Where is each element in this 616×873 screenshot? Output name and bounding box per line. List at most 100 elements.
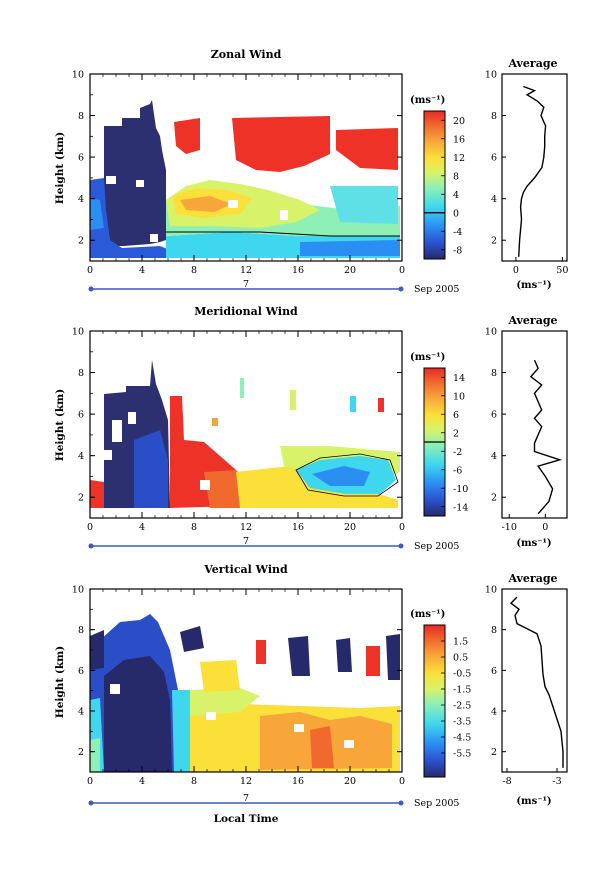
positive-wind-region	[174, 118, 200, 154]
colorbar-tick-label: 1.5	[453, 637, 468, 648]
avg-y-tick-label: 4	[491, 451, 497, 462]
y-axis-label: Height (km)	[54, 132, 66, 204]
average-title: Average	[507, 314, 557, 327]
colorbar-tick-label: 0	[453, 208, 459, 219]
avg-x-tick-label: -8	[502, 776, 511, 787]
colorbar-tick-label: 6	[453, 410, 459, 421]
colorbar-tick-label: 12	[453, 153, 465, 164]
mid-level-band	[180, 196, 232, 212]
colorbar-ticks: 14 10 6 2 -2 -6 -10 -14	[424, 373, 468, 513]
x-tick-label: 4	[139, 776, 145, 787]
colorbar-tick-label: -6	[453, 465, 462, 476]
x-tick-label: 20	[344, 265, 356, 276]
positive-wind-region	[232, 116, 330, 172]
y-ticks: 2 4 6 8 10	[72, 327, 402, 519]
dark-upper-patch	[386, 634, 400, 680]
x-tick-label: 16	[292, 776, 304, 787]
y-ticks: 2 4 6 8 10	[72, 585, 402, 773]
x-ticks: 0 4 8 12 16 20 0	[87, 589, 405, 787]
avg-y-tick-label: 4	[491, 707, 497, 718]
y-tick-label: 8	[78, 111, 84, 122]
y-tick-label: 4	[78, 194, 84, 205]
average-frame	[501, 588, 568, 773]
colorbar-tick-label: -5.5	[453, 749, 471, 760]
colorbar-tick-label: 16	[453, 134, 465, 145]
y-axis-label: Height (km)	[54, 389, 66, 461]
dark-upper-patch	[180, 626, 204, 652]
red-patch	[366, 646, 380, 676]
x-tick-label: 12	[240, 776, 252, 787]
date-label: Sep 2005	[414, 541, 459, 552]
dark-upper-patch	[336, 638, 352, 672]
avg-x-tick-label: 0	[513, 265, 519, 276]
average-xlabel: (ms⁻¹)	[516, 796, 551, 807]
colorbar-tick-label: -0.5	[453, 669, 471, 680]
average-profile: 2 4 6 8 10 -10 0	[485, 327, 563, 533]
avg-y-tick-label: 6	[491, 410, 497, 421]
x-tick-label: 0	[87, 265, 93, 276]
dark-core	[104, 656, 172, 772]
average-title: Average	[507, 572, 557, 585]
blue-region	[90, 178, 170, 258]
x-tick-label: 8	[191, 522, 197, 533]
x-ticks: 0 4 8 12 16 20 0	[87, 74, 405, 276]
avg-y-tick-label: 2	[491, 493, 497, 504]
y-tick-label: 6	[78, 410, 84, 421]
avg-y-tick-label: 2	[491, 747, 497, 758]
day-label: 7	[243, 793, 249, 804]
blue-region	[134, 430, 168, 508]
y-ticks: 2 4 6 8 10	[72, 70, 402, 262]
colorbar-tick-label: -3.5	[453, 717, 471, 728]
colorbar-ticks: 20 16 12 8 4 0 -4 -8	[424, 116, 465, 256]
average-profile: 2 4 6 8 10 -8 -3	[485, 585, 564, 787]
average-frame	[501, 73, 568, 262]
date-marker-end	[398, 800, 404, 806]
average-xlabel: (ms⁻¹)	[516, 280, 551, 291]
colorbar-tick-label: 20	[453, 116, 465, 127]
x-tick-label: 12	[240, 265, 252, 276]
average-profile-line	[518, 85, 547, 257]
dark-patch	[90, 630, 104, 670]
x-ticks: 0 4 8 12 16 20 0	[87, 331, 405, 533]
y-tick-label: 4	[78, 451, 84, 462]
negative-wind-region	[104, 100, 166, 246]
red-left-patch	[90, 480, 104, 508]
y-tick-label: 8	[78, 625, 84, 636]
colorbar-unit: (ms⁻¹)	[410, 609, 445, 620]
avg-y-tick-label: 6	[491, 153, 497, 164]
heatmap-field	[90, 100, 400, 258]
yellow-field	[190, 688, 260, 716]
y-tick-label: 4	[78, 707, 84, 718]
avg-y-tick-label: 4	[491, 194, 497, 205]
day-label: 7	[243, 536, 249, 547]
avg-y-tick-label: 10	[485, 327, 497, 338]
date-marker-start	[88, 543, 94, 549]
cyan-patch	[330, 186, 398, 224]
x-tick-label: 20	[344, 522, 356, 533]
panel-title: Vertical Wind	[203, 563, 288, 576]
date-label: Sep 2005	[414, 284, 459, 295]
colorbar-tick-label: -2	[453, 447, 462, 458]
positive-wind-region	[336, 128, 398, 170]
y-tick-label: 10	[72, 585, 84, 596]
colorbar-tick-label: 2	[453, 428, 459, 439]
cyan-transition	[172, 690, 192, 772]
zero-contour	[166, 231, 400, 237]
x-tick-label: 20	[344, 776, 356, 787]
orange-streaks	[310, 726, 334, 768]
y-tick-label: 2	[78, 747, 84, 758]
colorbar-tick-label: -10	[453, 484, 468, 495]
blue-region	[90, 198, 104, 230]
panel-title: Meridional Wind	[194, 305, 298, 318]
x-tick-label: 12	[240, 522, 252, 533]
heatmap-field	[90, 360, 400, 508]
colorbar-tick-label: -4.5	[453, 733, 471, 744]
colorbar-unit: (ms⁻¹)	[410, 95, 445, 106]
panel-title: Zonal Wind	[211, 48, 282, 61]
avg-x-tick-label: 50	[556, 265, 568, 276]
x-tick-label: 0	[399, 522, 405, 533]
colorbar-ticks: 1.5 0.5 -0.5 -1.5 -2.5 -3.5 -4.5 -5.5	[441, 637, 471, 760]
colorbar-tick-label: 8	[453, 171, 459, 182]
day-label: 7	[243, 279, 249, 290]
